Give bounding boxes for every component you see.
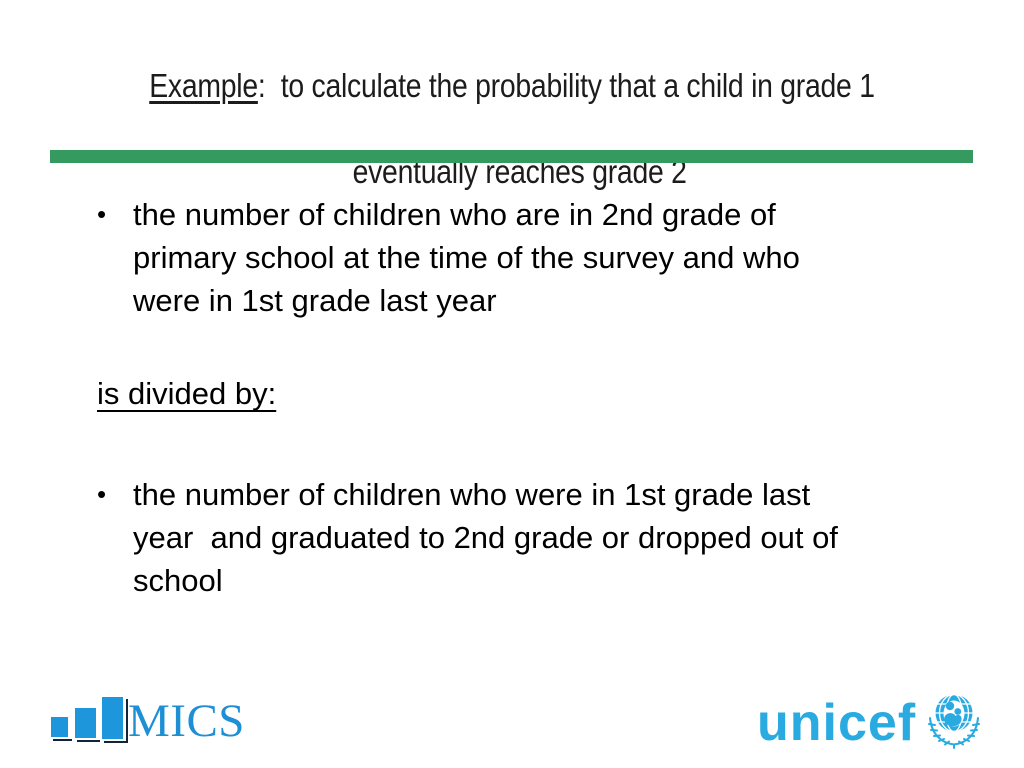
mics-logo: MICS [51, 697, 301, 757]
bullet-icon: • [97, 479, 107, 509]
mics-wordmark: MICS [128, 695, 245, 747]
green-divider [50, 150, 973, 163]
bullet-icon: • [97, 199, 107, 229]
title-underlined-word: Example [149, 67, 258, 104]
bullet-text-numerator: the number of children who are in 2nd gr… [133, 197, 800, 318]
bullet-text-denominator: the number of children who were in 1st g… [133, 477, 838, 598]
mics-bar-small [51, 717, 72, 741]
unicef-wordmark: unicef [757, 694, 917, 752]
unicef-emblem-icon [928, 693, 980, 749]
title-line1-rest: : to calculate the probability that a ch… [257, 67, 875, 104]
bullet-item-denominator: • the number of children who were in 1st… [97, 473, 838, 602]
bullet-item-numerator: • the number of children who are in 2nd … [97, 193, 800, 322]
mics-barchart-icon [51, 697, 131, 743]
mics-bar-large [102, 697, 128, 743]
slide-title: Example: to calculate the probability th… [72, 64, 953, 193]
divided-by-label: is divided by: [97, 376, 277, 411]
mics-bar-medium [75, 708, 100, 742]
